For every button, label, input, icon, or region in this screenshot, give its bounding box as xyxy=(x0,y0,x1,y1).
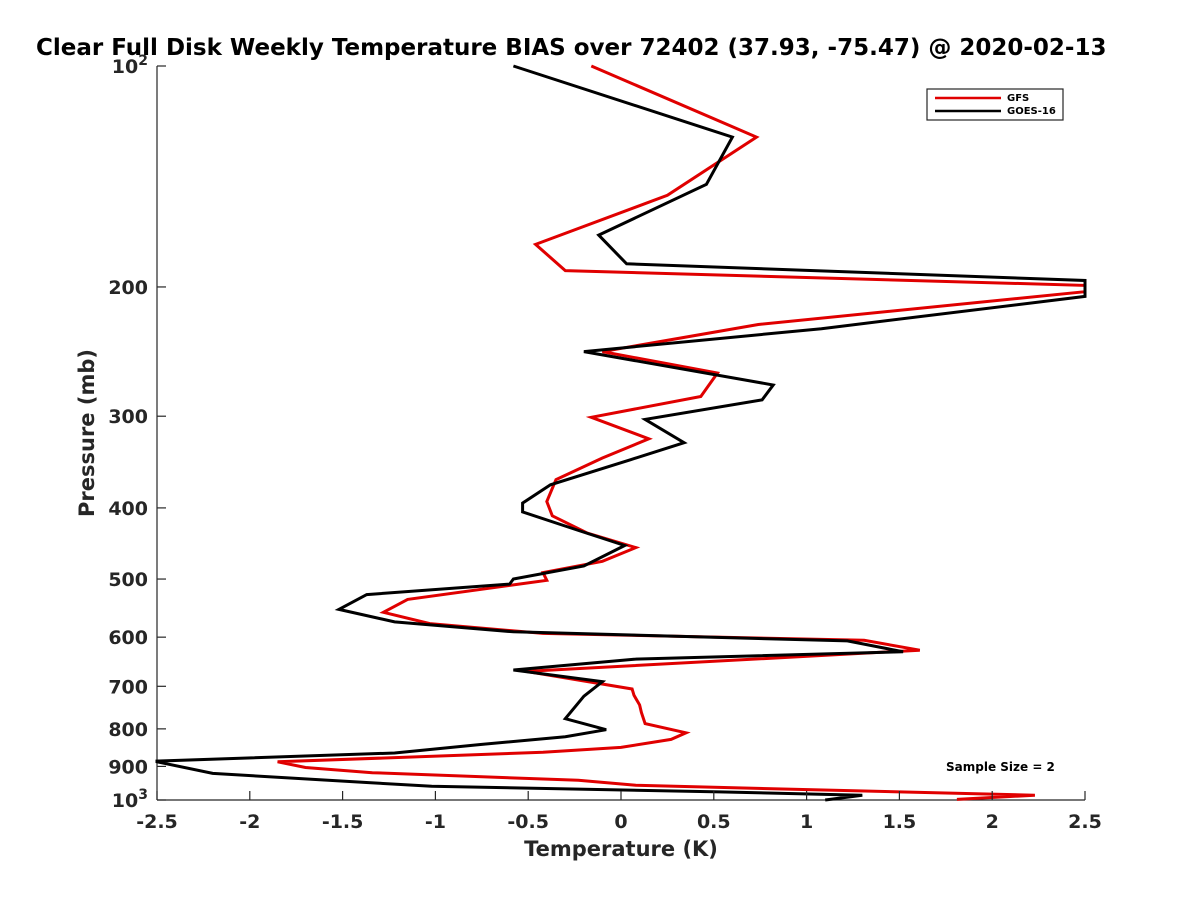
y-axis-label: Pressure (mb) xyxy=(75,349,99,517)
x-tick-label: 0.5 xyxy=(697,811,731,833)
x-tick-label: 2 xyxy=(986,811,999,833)
plot-area: -2.5 -2 -1.5 -1 -0.5 0 0.5 1 1.5 2 2.5 102 200 300 40… xyxy=(108,53,1102,833)
y-tick-label: 700 xyxy=(108,676,148,698)
x-tick-label: 2.5 xyxy=(1068,811,1102,833)
y-tick-label: 800 xyxy=(108,719,148,741)
x-axis-label: Temperature (K) xyxy=(524,837,718,861)
chart-title: Clear Full Disk Weekly Temperature BIAS … xyxy=(36,35,1106,61)
y-tick-label: 103 xyxy=(112,787,148,812)
x-tick-label: -2 xyxy=(239,811,260,833)
x-tick-label: -0.5 xyxy=(507,811,549,833)
y-tick-label: 200 xyxy=(108,277,148,299)
series-line-goes16 xyxy=(155,64,1087,802)
x-tick-label: -2.5 xyxy=(136,811,178,833)
y-tick-label: 102 xyxy=(112,53,148,78)
legend-label-gfs: GFS xyxy=(1007,93,1029,104)
series-layer xyxy=(155,64,1087,802)
y-ticks: 102 200 300 400 500 600 700 800 900 103 xyxy=(108,53,166,812)
y-tick-label: 600 xyxy=(108,627,148,649)
y-tick-label: 500 xyxy=(108,569,148,591)
x-tick-label: 1 xyxy=(800,811,813,833)
legend-label-goes16: GOES-16 xyxy=(1007,106,1056,117)
x-tick-label: -1.5 xyxy=(322,811,364,833)
sample-size-annotation: Sample Size = 2 xyxy=(946,760,1055,774)
x-ticks: -2.5 -2 -1.5 -1 -0.5 0 0.5 1 1.5 2 2.5 xyxy=(136,791,1102,833)
x-tick-label: 0 xyxy=(614,811,627,833)
x-tick-label: -1 xyxy=(425,811,446,833)
y-tick-label: 300 xyxy=(108,406,148,428)
x-tick-label: 1.5 xyxy=(883,811,917,833)
y-tick-label: 900 xyxy=(108,756,148,778)
legend-box xyxy=(926,88,1064,121)
legend: GFS GOES-16 xyxy=(926,88,1064,121)
y-tick-label: 400 xyxy=(108,498,148,520)
series-line-gfs xyxy=(277,64,1087,801)
